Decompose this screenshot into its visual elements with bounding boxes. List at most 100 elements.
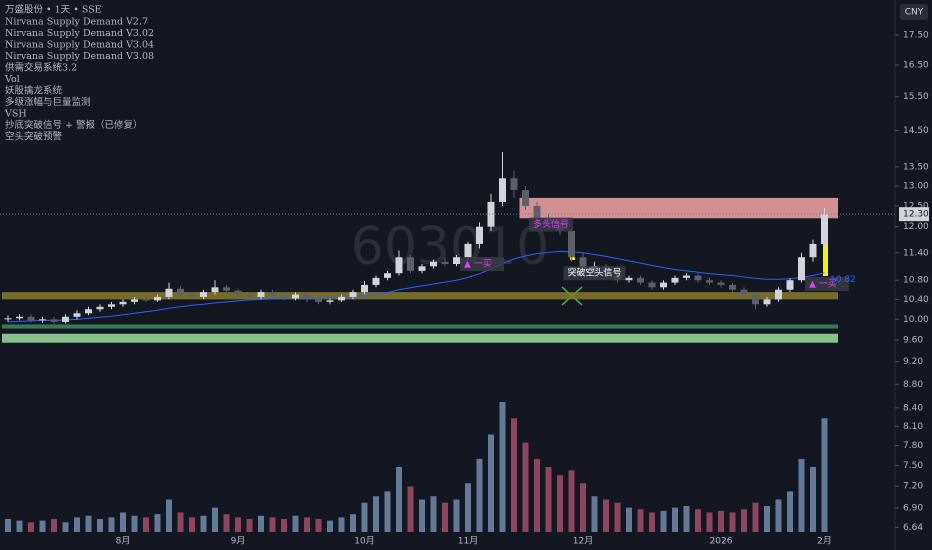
volume-bar xyxy=(568,470,575,532)
volume-bar xyxy=(798,458,805,532)
x-tick-label: 2月 xyxy=(817,536,832,547)
volume-bar xyxy=(419,499,425,532)
indicator-name: 妖股擒龙系统 xyxy=(5,85,63,97)
volume-bar xyxy=(120,512,126,532)
candle-body xyxy=(441,261,449,265)
chart-title: 万盛股份 • 1天 • SSE xyxy=(5,4,102,16)
volume-bar xyxy=(706,512,713,532)
candle-body xyxy=(660,282,667,288)
zone xyxy=(2,292,838,300)
volume-bar xyxy=(626,507,632,532)
volume-bar xyxy=(269,517,276,532)
volume-bar xyxy=(258,515,264,532)
volume-bar xyxy=(810,467,816,532)
volume-bar xyxy=(62,522,69,532)
candle-body xyxy=(648,282,656,288)
volume-bar xyxy=(603,499,609,532)
zone xyxy=(519,197,838,219)
candle-body xyxy=(257,292,265,297)
y-tick-label: 8.80 xyxy=(903,380,923,390)
last-price-label: 12.30 xyxy=(903,210,929,220)
indicator-name: 空头突破预警 xyxy=(5,131,63,143)
volume-bar xyxy=(97,519,103,532)
candle-body xyxy=(407,257,414,271)
candle-body xyxy=(625,277,633,281)
candle-body xyxy=(821,214,828,244)
volume-bar xyxy=(522,442,529,532)
zone xyxy=(2,333,838,343)
volume-bar xyxy=(361,502,368,532)
y-tick-label: 12.50 xyxy=(903,201,929,211)
y-tick-label: 10.80 xyxy=(903,276,929,286)
volume-bar xyxy=(235,517,241,532)
y-tick-label: 17.50 xyxy=(903,31,929,41)
candle-body xyxy=(706,280,713,283)
zone xyxy=(2,324,838,329)
candle-body xyxy=(476,226,483,244)
volume-bar xyxy=(166,499,172,532)
volume-bar xyxy=(16,520,23,532)
y-tick-label: 15.50 xyxy=(903,92,929,102)
y-tick-label: 11.40 xyxy=(903,248,929,258)
y-tick-label: 14.50 xyxy=(903,126,929,136)
volume-bar xyxy=(614,502,621,532)
volume-bar xyxy=(476,458,483,532)
volume-bar xyxy=(246,519,253,532)
candle-body xyxy=(637,277,644,283)
volume-bar xyxy=(660,510,667,532)
candle-body xyxy=(579,257,587,271)
volume-bar xyxy=(177,512,184,532)
indicator-name: 抄底突破信号 + 警报（已修复） xyxy=(5,119,143,131)
volume-bar xyxy=(775,499,782,532)
volume-bar xyxy=(499,402,506,532)
volume-bar xyxy=(442,502,448,532)
candle-body xyxy=(223,287,230,291)
candle-body xyxy=(349,292,357,297)
last-price-box xyxy=(899,207,929,222)
candle-body xyxy=(119,301,127,305)
candle-body xyxy=(464,243,472,258)
signal-label: 多头信号 xyxy=(533,218,569,230)
indicator-name: Nirvana Supply Demand V3.04 xyxy=(5,40,154,51)
candle-body xyxy=(384,273,391,278)
candle-body xyxy=(533,205,541,219)
candle-body xyxy=(338,296,345,301)
candle-body xyxy=(372,277,380,285)
candle-body xyxy=(200,292,207,297)
volume-bar xyxy=(741,509,747,532)
volume-bar xyxy=(718,510,724,532)
x-tick-label: 11月 xyxy=(458,536,478,547)
y-tick-label: 9.60 xyxy=(903,336,923,346)
candle-body xyxy=(499,178,506,202)
volume-bar xyxy=(465,483,471,532)
candle-body xyxy=(154,296,161,301)
volume-bar xyxy=(292,515,299,532)
volume-bar xyxy=(453,499,460,532)
candle-body xyxy=(315,299,322,302)
candle-body xyxy=(361,284,368,293)
y-tick-label: 6.64 xyxy=(903,523,923,533)
candle-body xyxy=(39,319,46,321)
y-tick-label: 6.90 xyxy=(903,503,923,513)
volume-bar xyxy=(28,522,34,532)
candle-body xyxy=(775,289,782,300)
signal-label: ▲ 一买 xyxy=(809,278,837,289)
y-tick-label: 10.00 xyxy=(903,315,929,325)
volume-bar xyxy=(787,491,793,532)
volume-bar xyxy=(315,519,322,532)
volume-bar xyxy=(729,512,736,532)
candle-body xyxy=(568,230,575,258)
candle-body xyxy=(740,289,748,295)
volume-bar xyxy=(752,502,759,532)
currency-button[interactable] xyxy=(900,4,928,20)
candle-body xyxy=(798,257,805,281)
volume-bar xyxy=(223,514,230,532)
volume-bar xyxy=(591,496,598,532)
candle-body xyxy=(303,294,311,300)
candle-body xyxy=(683,275,690,278)
candle-body xyxy=(487,201,495,227)
volume-bar xyxy=(821,418,828,532)
volume-bar xyxy=(649,512,655,532)
volume-bar xyxy=(672,507,678,532)
x-tick-label: 8月 xyxy=(116,536,131,547)
